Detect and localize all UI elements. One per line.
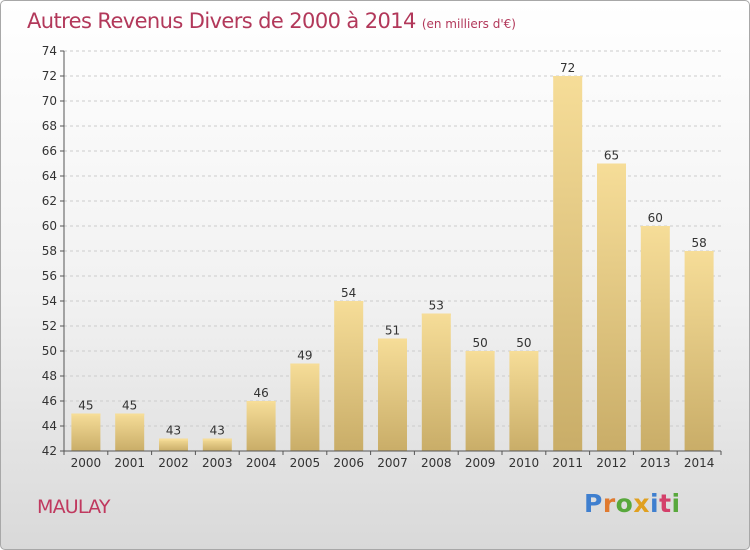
bar-2001 [115, 413, 145, 451]
data-label: 46 [253, 386, 268, 400]
y-tick-label: 60 [42, 219, 57, 233]
y-tick-label: 70 [42, 94, 57, 108]
y-tick-label: 58 [42, 244, 57, 258]
data-label: 50 [516, 336, 531, 350]
data-label: 58 [691, 236, 706, 250]
data-label: 65 [604, 149, 619, 163]
chart-subtitle: (en milliers d'€) [421, 17, 516, 31]
bar-2008 [421, 313, 451, 451]
y-tick-label: 62 [42, 194, 57, 208]
bar-top-highlight [246, 401, 276, 403]
location-label: MAULAY [37, 496, 110, 518]
bar-2006 [334, 301, 364, 451]
data-label: 72 [560, 61, 575, 75]
data-label: 51 [385, 324, 400, 338]
logo-letter: i [671, 489, 681, 518]
bar-top-highlight [290, 363, 320, 366]
y-tick-label: 74 [42, 44, 57, 58]
x-tick-label: 2011 [552, 456, 583, 470]
y-tick-label: 54 [42, 294, 57, 308]
x-tick-label: 2012 [596, 456, 627, 470]
x-tick-label: 2002 [158, 456, 189, 470]
logo-letter: o [615, 489, 634, 518]
bar-top-highlight [202, 438, 232, 441]
x-tick-label: 2003 [202, 456, 233, 470]
bar-top-highlight [159, 438, 188, 441]
y-tick-label: 56 [42, 269, 57, 283]
x-tick-label: 2001 [114, 456, 145, 470]
chart-title-text: Autres Revenus Divers de 2000 à 2014 [27, 9, 416, 33]
bar-2002 [159, 438, 188, 451]
bar-2010 [509, 351, 539, 451]
y-tick-label: 68 [42, 119, 57, 133]
bar-2014 [684, 251, 714, 451]
x-tick-label: 2013 [640, 456, 671, 470]
x-tick-label: 2010 [509, 456, 540, 470]
bar-top-highlight [465, 351, 495, 353]
x-tick-label: 2006 [333, 456, 364, 470]
bar-2004 [246, 401, 276, 451]
data-label: 60 [648, 211, 663, 225]
y-tick-label: 42 [42, 444, 57, 458]
bar-top-highlight [640, 226, 670, 228]
y-tick-label: 52 [42, 319, 57, 333]
data-label: 54 [341, 286, 356, 300]
bar-top-highlight [421, 313, 451, 316]
data-label: 45 [122, 399, 137, 413]
logo-letter: i [650, 489, 660, 518]
x-tick-label: 2008 [421, 456, 452, 470]
logo-letter: P [584, 489, 603, 518]
bar-top-highlight [597, 163, 626, 166]
bar-2007 [378, 338, 407, 451]
bar-2011 [553, 76, 583, 451]
logo-letter: r [602, 489, 616, 518]
x-tick-label: 2000 [71, 456, 102, 470]
bar-2013 [640, 226, 670, 451]
logo-letter: x [633, 489, 650, 518]
y-tick-label: 50 [42, 344, 57, 358]
bars [71, 76, 714, 451]
bar-top-highlight [684, 251, 714, 253]
bar-2005 [290, 363, 320, 451]
data-label: 53 [429, 299, 444, 313]
data-label: 43 [210, 424, 225, 438]
bar-top-highlight [71, 413, 101, 416]
bar-top-highlight [334, 301, 364, 303]
bar-top-highlight [378, 338, 407, 341]
bar-2009 [465, 351, 495, 451]
bar-2003 [202, 438, 232, 451]
x-tick-label: 2009 [465, 456, 496, 470]
proxiti-logo: Proxiti [584, 489, 681, 518]
bar-top-highlight [509, 351, 539, 353]
x-tick-label: 2014 [684, 456, 715, 470]
data-label: 49 [297, 349, 312, 363]
x-tick-label: 2005 [290, 456, 321, 470]
bar-2012 [597, 163, 626, 451]
data-label: 45 [78, 399, 93, 413]
y-tick-label: 66 [42, 144, 57, 158]
x-tick-label: 2004 [246, 456, 277, 470]
y-tick-label: 64 [42, 169, 57, 183]
bar-top-highlight [553, 76, 583, 78]
y-tick-label: 72 [42, 69, 57, 83]
data-label: 50 [472, 336, 487, 350]
bar-top-highlight [115, 413, 145, 416]
y-tick-label: 46 [42, 394, 57, 408]
y-tick-label: 48 [42, 369, 57, 383]
y-tick-label: 44 [42, 419, 57, 433]
labels: 42 44 46 48 50 52 54 56 58 60 62 64 66 68 70 72 74 45 2000… [42, 44, 715, 470]
x-tick-label: 2007 [377, 456, 408, 470]
logo-letter: t [659, 489, 672, 518]
bar-2000 [71, 413, 101, 451]
data-label: 43 [166, 424, 181, 438]
chart-title: Autres Revenus Divers de 2000 à 2014 (en … [27, 9, 516, 33]
axes [60, 50, 722, 455]
